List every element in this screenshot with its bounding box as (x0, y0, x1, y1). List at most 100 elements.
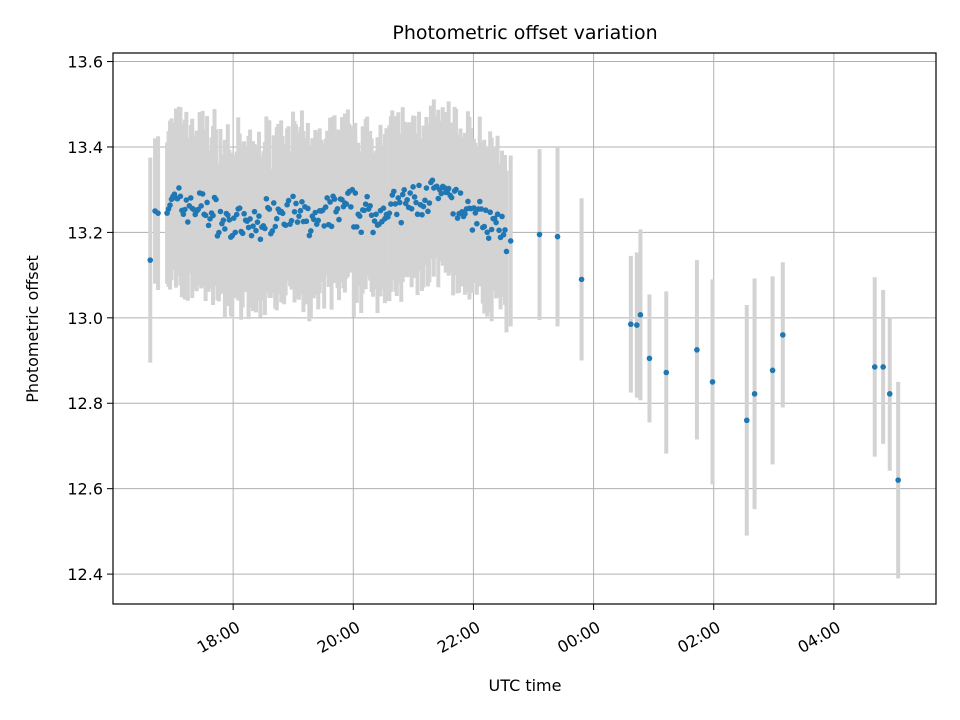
x-axis-label: UTC time (489, 676, 562, 695)
data-point (233, 211, 240, 218)
data-point (250, 223, 256, 229)
y-axis-label: Photometric offset (23, 255, 42, 403)
plot-frame (112, 52, 937, 605)
y-tick-label: 12.8 (67, 394, 103, 413)
data-point (414, 211, 421, 218)
data-point (303, 218, 310, 225)
data-point (248, 232, 255, 239)
data-point (270, 200, 277, 206)
data-point (743, 417, 750, 424)
y-tick-label: 12.6 (67, 480, 103, 499)
data-point (361, 207, 367, 214)
data-point (391, 188, 397, 195)
data-point (637, 312, 644, 318)
data-point (239, 230, 246, 237)
data-point (176, 185, 182, 191)
data-point (425, 208, 431, 215)
data-point (222, 226, 228, 232)
data-point (484, 229, 491, 236)
data-point (423, 185, 430, 191)
y-tick-label: 13.4 (67, 138, 103, 157)
data-point (297, 207, 304, 214)
data-point (213, 196, 219, 203)
data-point (871, 364, 878, 370)
data-point (388, 201, 394, 207)
data-point (478, 206, 485, 212)
data-point (254, 219, 261, 225)
data-point (348, 204, 354, 210)
data-point (182, 206, 188, 213)
data-point (880, 364, 886, 370)
data-point (481, 223, 488, 230)
y-tick-label: 13.0 (67, 309, 103, 328)
data-point (367, 203, 373, 209)
data-point (502, 227, 508, 233)
data-point (370, 229, 376, 236)
data-point (306, 232, 313, 239)
data-point (291, 209, 298, 215)
data-point (266, 206, 273, 212)
data-point (358, 229, 365, 236)
data-point (225, 212, 231, 218)
data-point (308, 228, 314, 234)
data-point (167, 202, 173, 208)
data-point (401, 187, 408, 193)
data-point (272, 223, 279, 230)
data-point (457, 190, 464, 196)
data-point (578, 276, 585, 283)
data-point (352, 190, 359, 196)
data-point (422, 197, 428, 204)
data-point (445, 185, 452, 192)
data-point (398, 219, 405, 226)
data-point (499, 213, 505, 220)
chart-title: Photometric offset variation (392, 22, 657, 44)
data-point (241, 210, 247, 217)
data-point (187, 195, 194, 201)
data-point (202, 212, 209, 219)
data-point (494, 211, 501, 218)
data-point (438, 190, 445, 197)
data-point (663, 369, 670, 376)
data-point (441, 184, 448, 191)
data-point (204, 199, 210, 206)
data-point (399, 191, 406, 198)
data-point (471, 205, 477, 211)
data-point (232, 229, 239, 236)
data-point (362, 201, 369, 207)
data-point (500, 231, 507, 238)
data-point (410, 184, 416, 190)
data-point (305, 205, 311, 212)
data-point (322, 204, 329, 210)
data-point (279, 210, 286, 217)
data-point (554, 233, 561, 240)
data-point (416, 182, 422, 189)
y-tick-label: 13.6 (67, 53, 103, 72)
data-point (373, 211, 379, 218)
data-point (315, 217, 322, 224)
data-point (420, 203, 427, 210)
data-point (216, 229, 222, 236)
data-point (328, 223, 335, 230)
data-point (474, 220, 480, 227)
data-point (205, 222, 212, 229)
data-point (353, 224, 360, 230)
data-point (462, 211, 468, 217)
data-point (769, 367, 776, 374)
data-point (356, 213, 363, 219)
data-point (482, 207, 489, 214)
data-point (411, 194, 418, 200)
data-point (465, 198, 471, 205)
data-point (751, 391, 758, 397)
data-point (472, 210, 479, 216)
data-point (488, 226, 495, 233)
data-point (247, 216, 253, 222)
data-point (257, 236, 264, 243)
data-point (886, 391, 893, 397)
data-point (210, 212, 216, 219)
data-point (450, 211, 456, 217)
data-point (334, 206, 341, 212)
data-point (371, 218, 378, 224)
data-point (476, 198, 483, 205)
data-point (296, 213, 302, 219)
